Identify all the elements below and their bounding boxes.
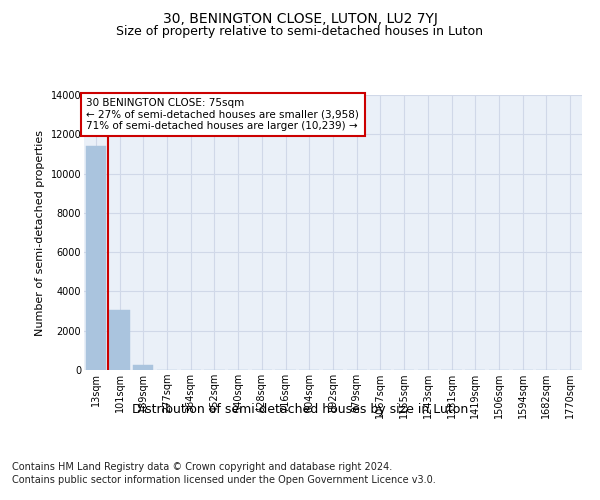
Text: Contains HM Land Registry data © Crown copyright and database right 2024.: Contains HM Land Registry data © Crown c…: [12, 462, 392, 472]
Text: Contains public sector information licensed under the Open Government Licence v3: Contains public sector information licen…: [12, 475, 436, 485]
Text: 30, BENINGTON CLOSE, LUTON, LU2 7YJ: 30, BENINGTON CLOSE, LUTON, LU2 7YJ: [163, 12, 437, 26]
Bar: [86, 146, 106, 370]
Text: Size of property relative to semi-detached houses in Luton: Size of property relative to semi-detach…: [116, 25, 484, 38]
Bar: [133, 366, 154, 370]
Text: 30 BENINGTON CLOSE: 75sqm
← 27% of semi-detached houses are smaller (3,958)
71% : 30 BENINGTON CLOSE: 75sqm ← 27% of semi-…: [86, 98, 359, 131]
Text: Distribution of semi-detached houses by size in Luton: Distribution of semi-detached houses by …: [132, 402, 468, 415]
Y-axis label: Number of semi-detached properties: Number of semi-detached properties: [35, 130, 45, 336]
Bar: [109, 310, 130, 370]
